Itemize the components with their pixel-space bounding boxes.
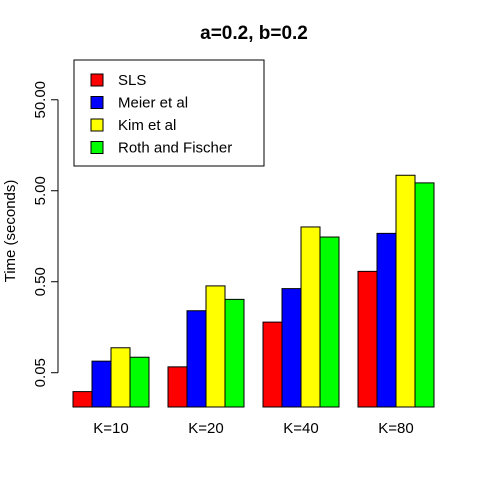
legend-swatch [90,141,104,154]
legend-label: Roth and Fischer [118,140,232,157]
bar [414,182,435,408]
bar [91,360,112,408]
bar [72,391,93,408]
legend-swatch [90,73,104,87]
bar [186,310,207,408]
x-tick-label: K=10 [93,420,128,437]
x-tick-label: K=80 [378,420,413,437]
bar [300,226,321,408]
bar [224,298,245,408]
bars [72,174,435,408]
legend-box [73,59,265,167]
bar [376,232,397,408]
bar [262,321,283,408]
y-axis: 0.05 0.50 5.00 50.00 [32,81,59,387]
y-tick-label: 0.05 [32,358,49,387]
x-tick-label: K=20 [188,420,223,437]
x-tick-label: K=40 [283,420,318,437]
x-axis-labels: K=10 K=20 K=40 K=80 [93,420,413,437]
legend-swatch [90,118,104,132]
bar [319,236,340,408]
y-tick-label: 5.00 [32,176,49,205]
bar [167,366,188,408]
legend-label: Kim et al [118,117,176,134]
y-tick-label: 50.00 [32,81,49,119]
bar [395,174,416,408]
bar [281,288,302,408]
bar [110,347,131,408]
bar [129,356,150,408]
legend-label: SLS [118,72,146,89]
bar [357,270,378,408]
y-axis-title: Time (seconds) [2,180,19,283]
y-tick-label: 0.50 [32,267,49,296]
bar [205,285,226,408]
legend-swatch [90,96,104,109]
legend: SLS Meier et al Kim et al Roth and Fischer [73,59,265,167]
legend-label: Meier et al [118,95,188,112]
chart-title: a=0.2, b=0.2 [200,23,308,44]
